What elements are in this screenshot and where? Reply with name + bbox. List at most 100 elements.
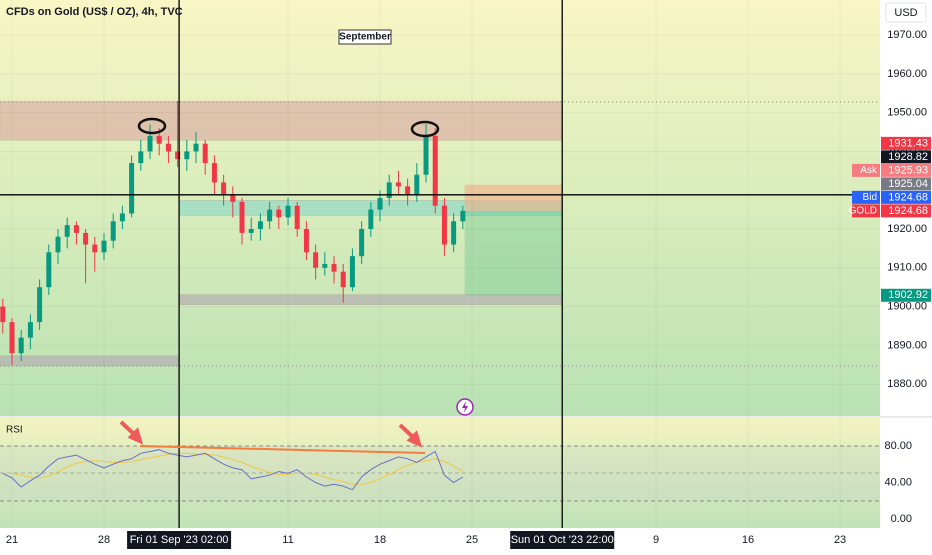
candle-body — [322, 263, 328, 268]
rsi-line — [2, 449, 464, 491]
price-label: 1925.04 — [888, 178, 928, 190]
candle-body — [303, 229, 309, 253]
price-label: 1924.68 — [888, 191, 928, 203]
candle-body — [248, 229, 254, 233]
candle-body — [46, 252, 52, 288]
chart-title: CFDs on Gold (US$ / OZ), 4h, TVC — [6, 6, 183, 18]
x-tick-label: 21 — [6, 534, 18, 546]
candle-body — [211, 163, 217, 183]
annotation: September — [339, 32, 391, 43]
rsi-pane — [0, 418, 880, 528]
candle-body — [276, 209, 282, 218]
price-badge — [881, 163, 931, 177]
annotation-box — [338, 29, 392, 45]
candle-body — [138, 151, 144, 164]
price-name: Bid — [863, 192, 877, 203]
candle-body — [37, 287, 43, 323]
price-badge — [881, 204, 931, 218]
candle-body — [184, 151, 190, 160]
price-axis — [880, 0, 932, 550]
crosshair-x-label: Fri 01 Sep '23 02:00 — [130, 534, 229, 546]
price-label: 1924.68 — [888, 205, 928, 217]
currency: USD — [894, 7, 917, 19]
price-name: Ask — [860, 165, 878, 176]
ellipse-marker — [410, 120, 440, 138]
candle-body — [83, 232, 89, 245]
price-name-badge — [852, 163, 880, 177]
candle-body — [55, 236, 61, 253]
candle-body — [368, 209, 374, 230]
candle-body — [110, 221, 116, 241]
candle-body — [0, 306, 6, 323]
candle-body — [221, 182, 227, 195]
candle-body — [423, 135, 429, 175]
x-tick-label: 23 — [834, 534, 846, 546]
price-name: GOLD — [849, 206, 877, 217]
candle-body — [18, 337, 24, 354]
candle-body — [451, 221, 457, 245]
y-tick-label: 1880.00 — [887, 378, 927, 390]
y-tick-label: 1900.00 — [887, 301, 927, 313]
candle-body — [129, 163, 135, 214]
crosshair-x-badge — [127, 531, 232, 549]
y-tick-label: 1950.00 — [887, 107, 927, 119]
ellipse-marker — [137, 117, 167, 135]
crosshair-x-badge — [510, 531, 615, 549]
candle-body — [386, 182, 392, 198]
x-tick-label: 25 — [466, 534, 478, 546]
candle-body — [165, 143, 171, 152]
candle-body — [147, 135, 153, 152]
price-badge — [881, 136, 931, 150]
y-tick-label: 1910.00 — [887, 262, 927, 274]
candle-body — [395, 182, 401, 187]
candle-body — [285, 205, 291, 218]
rsi-title: RSI — [6, 425, 23, 436]
candle-body — [349, 256, 355, 288]
drawings — [119, 117, 474, 454]
price-badge — [881, 288, 931, 302]
candle-body — [119, 213, 125, 222]
candle-body — [294, 205, 300, 230]
price-label: 1931.43 — [888, 137, 928, 149]
currency-button[interactable] — [885, 2, 927, 23]
price-badge — [881, 150, 931, 164]
candle-body — [313, 252, 319, 268]
candle-body — [175, 151, 181, 160]
rsi-trendline — [139, 445, 426, 454]
rsi-tick-label: 80.00 — [884, 440, 912, 452]
y-tick-label: 1970.00 — [887, 29, 927, 41]
rsi-tick-label: 0.00 — [891, 513, 912, 525]
y-tick-label: 1960.00 — [887, 68, 927, 80]
arrow — [119, 420, 144, 445]
price-name-badge — [852, 190, 880, 204]
candle-body — [359, 229, 365, 257]
y-tick-label: 1920.00 — [887, 223, 927, 235]
crosshair-x-label: Sun 01 Oct '23 22:00 — [511, 534, 614, 546]
price-name-badge — [852, 204, 880, 218]
rsi-band — [0, 446, 880, 501]
candle-body — [193, 143, 199, 152]
candle-body — [9, 322, 15, 354]
position-risk — [464, 184, 563, 211]
candle-body — [73, 225, 79, 233]
candle-body — [27, 322, 33, 338]
x-tick-label: 11 — [282, 534, 293, 546]
rsi-ma-line — [2, 452, 464, 485]
candle-body — [230, 194, 236, 202]
arrow — [398, 423, 423, 448]
zone — [0, 101, 563, 141]
price-badge — [881, 190, 931, 204]
zone — [0, 355, 180, 367]
candle-body — [101, 240, 107, 253]
x-tick-label: 18 — [374, 534, 386, 546]
event-icon-glyph — [462, 401, 468, 413]
candle-body — [414, 174, 420, 195]
candle-body — [441, 205, 447, 245]
candle-body — [331, 263, 337, 272]
x-tick-label: 28 — [98, 534, 110, 546]
price-label: 1902.92 — [888, 289, 928, 301]
zone — [178, 294, 563, 305]
candle-body — [432, 135, 438, 206]
